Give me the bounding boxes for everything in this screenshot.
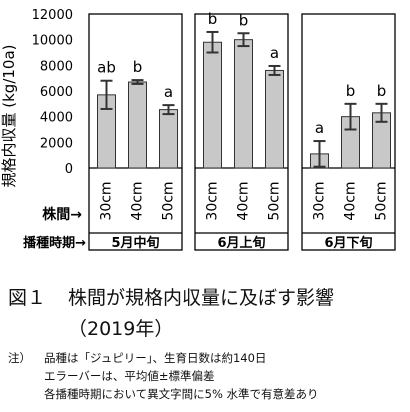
spacing-tick-label: 40cm (236, 181, 252, 220)
figure-title: 株間が規格内収量に及ぼす影響 (68, 287, 335, 309)
figure-notes: 注） 品種は「ジュピリー」、生育日数は約140日 エラーバーは、平均値±標準偏差 … (8, 349, 319, 403)
significance-letter: a (315, 119, 324, 137)
spacing-row-label: 株間→ (42, 206, 82, 223)
spacing-tick-label: 30cm (205, 181, 221, 220)
bar (234, 39, 253, 169)
group-frame (88, 13, 183, 251)
significance-letter: b (239, 11, 249, 29)
significance-letter: a (164, 83, 173, 101)
group-frame (194, 13, 289, 251)
bar (159, 109, 178, 169)
bar (128, 81, 147, 169)
spacing-tick-label: 50cm (161, 181, 177, 220)
sowing-period-label: 6月上旬 (217, 235, 265, 251)
y-tick-label: 10000 (32, 34, 73, 49)
spacing-tick-label: 40cm (343, 181, 359, 220)
spacing-tick-label: 50cm (267, 181, 283, 220)
spacing-tick-label: 30cm (312, 181, 328, 220)
significance-letter: b (208, 10, 218, 28)
note-line-3: 各播種時期において異文字間に5% 水準で有意差あり (44, 387, 319, 401)
y-tick-label: 4000 (40, 111, 73, 126)
yield-chart: 規格内収量 (kg/10a) 0 2000 4000 6000 8000 10000 1200… (0, 8, 396, 251)
spacing-tick-label: 30cm (99, 181, 115, 220)
significance-letter: b (133, 58, 143, 76)
sowing-period-label: 5月中旬 (111, 235, 159, 251)
spacing-tick-label: 40cm (130, 181, 146, 220)
y-axis-label: 規格内収量 (kg/10a) (0, 44, 18, 187)
significance-letter: a (270, 44, 279, 62)
significance-letter: b (346, 82, 356, 100)
figure-number: 図１ (8, 287, 47, 309)
note-line-1: 品種は「ジュピリー」、生育日数は約140日 (44, 351, 267, 365)
y-tick-label: 2000 (40, 136, 73, 151)
significance-letter: ab (97, 59, 116, 77)
group-frame (301, 13, 396, 251)
bar (265, 69, 284, 169)
y-tick-label: 12000 (32, 8, 73, 23)
y-tick-label: 8000 (40, 59, 73, 74)
sowing-period-label: 6月下旬 (324, 235, 372, 251)
y-tick-label: 0 (65, 162, 73, 177)
notes-label: 注） (8, 351, 31, 365)
period-row-label: 播種時期→ (23, 235, 86, 251)
significance-letter: b (377, 82, 387, 100)
note-line-2: エラーバーは、平均値±標準偏差 (44, 369, 215, 383)
bar (203, 41, 222, 169)
y-tick-label: 6000 (40, 85, 73, 100)
spacing-tick-label: 50cm (374, 181, 390, 220)
figure-caption: 図１ 株間が規格内収量に及ぼす影響 （2019年） (8, 283, 408, 341)
figure-year: （2019年） (68, 318, 174, 340)
